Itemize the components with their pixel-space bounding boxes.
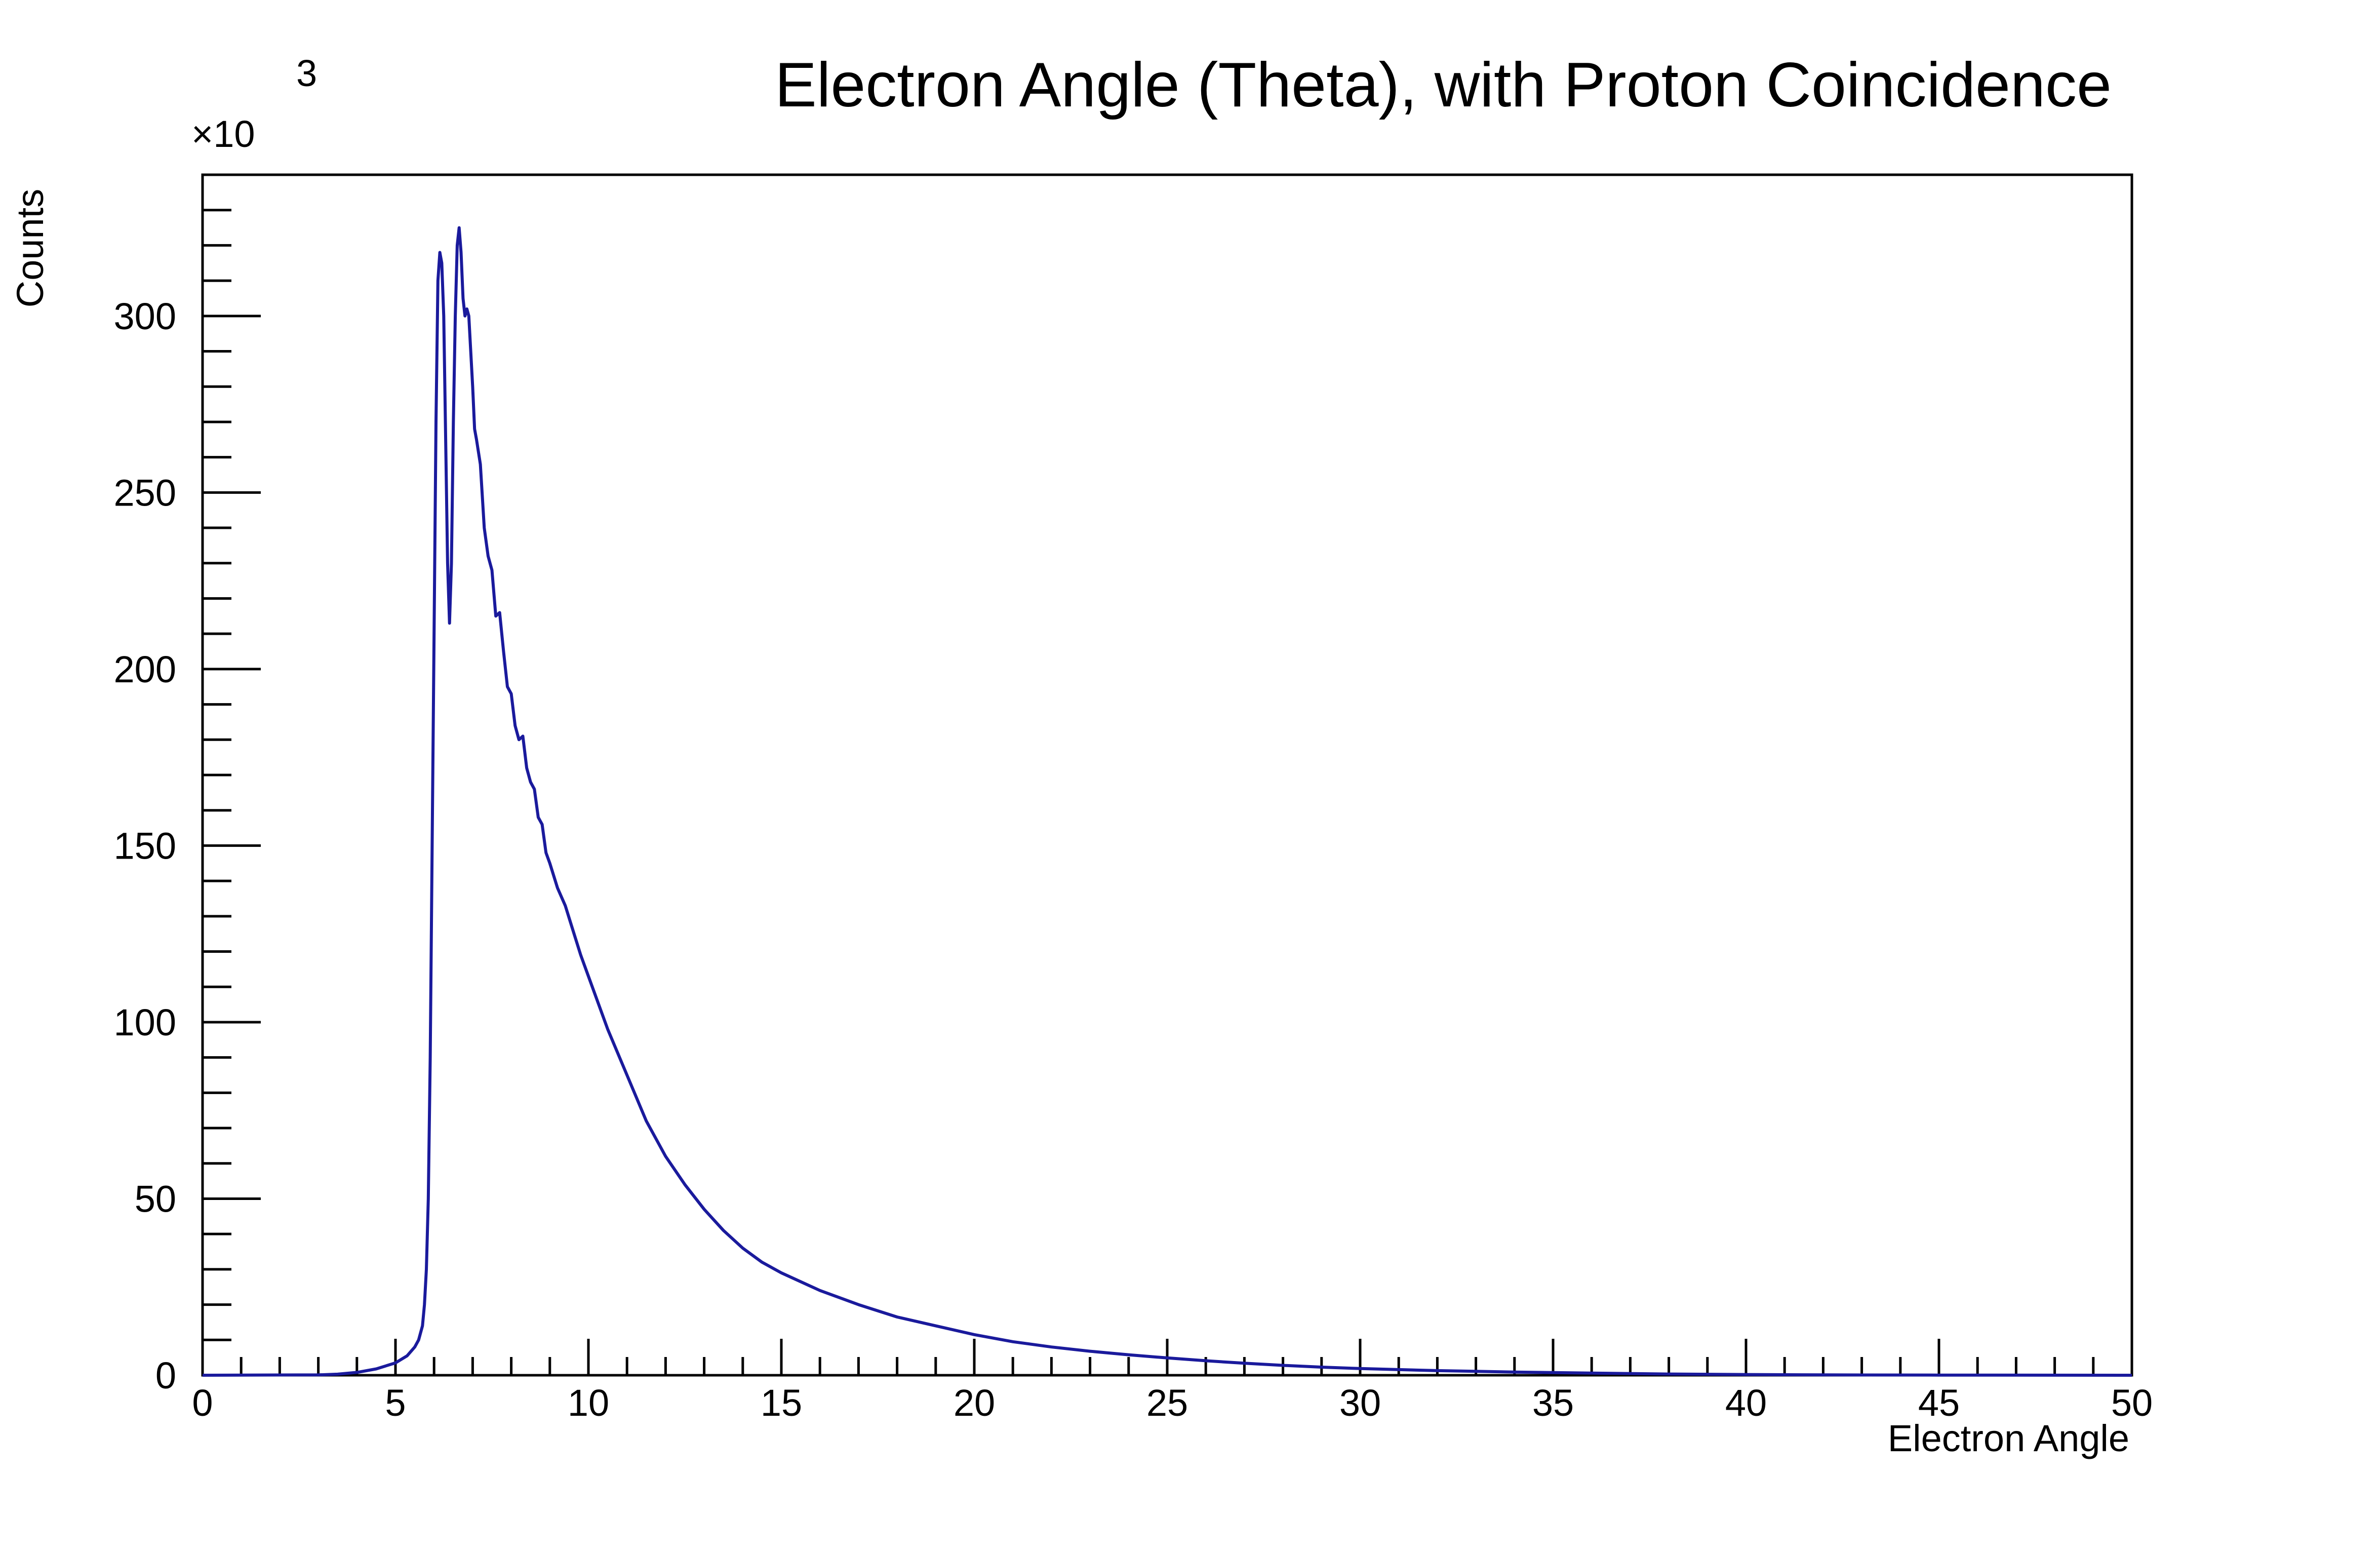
tick-label-layer: 0 5 10 15 20 25 30 35 40 45 50 0 50 100 150 200 250 300: [114, 295, 2153, 1424]
y-tick-label: 0: [155, 1354, 176, 1397]
x-tick-label: 15: [761, 1382, 802, 1424]
y-multiplier-exponent: 3: [296, 52, 317, 94]
y-tick-label: 250: [114, 472, 176, 514]
x-axis-title: Electron Angle: [1888, 1417, 2129, 1459]
y-tick-label: 300: [114, 295, 176, 337]
x-tick-label: 45: [1918, 1382, 1960, 1424]
y-multiplier-base: ×10: [191, 113, 255, 155]
x-tick-label: 20: [954, 1382, 995, 1424]
x-tick-label: 25: [1146, 1382, 1188, 1424]
y-tick-label: 150: [114, 825, 176, 867]
x-tick-label: 35: [1532, 1382, 1574, 1424]
y-axis-title: Counts: [9, 189, 51, 307]
x-tick-label: 10: [568, 1382, 609, 1424]
y-tick-label: 100: [114, 1001, 176, 1043]
x-tick-label: 30: [1339, 1382, 1381, 1424]
tick-layer: [201, 173, 2133, 1377]
x-tick-label: 50: [2111, 1382, 2153, 1424]
y-tick-label: 200: [114, 648, 176, 690]
series-line: [202, 226, 2132, 1377]
x-tick-label: 0: [192, 1382, 213, 1424]
chart-title: Electron Angle (Theta), with Proton Coin…: [775, 50, 2112, 120]
x-tick-label: 5: [385, 1382, 406, 1424]
y-tick-label: 50: [135, 1178, 176, 1220]
x-tick-label: 40: [1725, 1382, 1767, 1424]
